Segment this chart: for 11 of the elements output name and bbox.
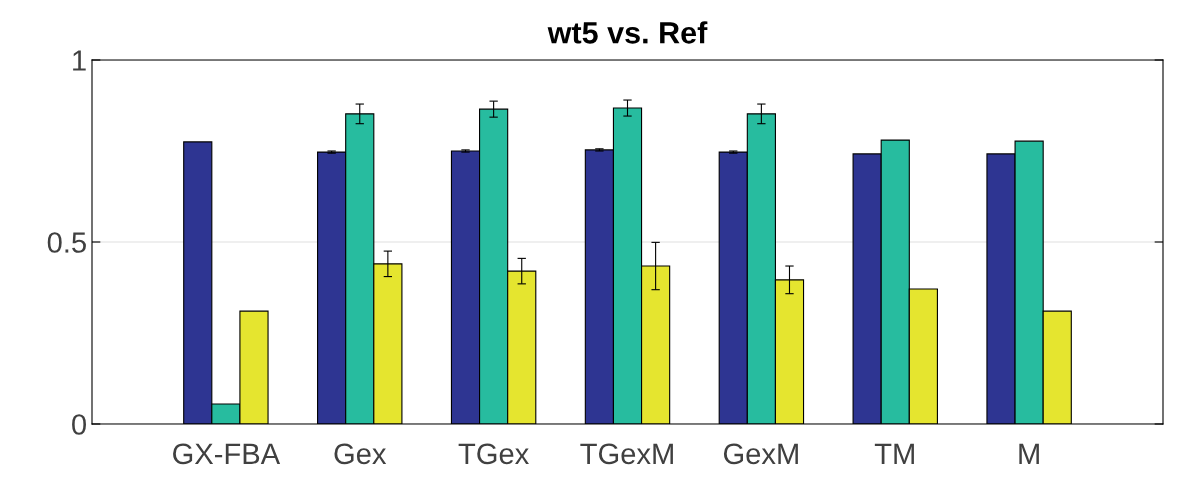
x-tick-label: GX-FBA bbox=[173, 443, 281, 465]
x-tick-label: TM bbox=[874, 443, 914, 464]
y-tick-label: 1 bbox=[73, 50, 86, 71]
x-tick-label: Gex bbox=[334, 443, 387, 465]
x-tick-label: TGexM bbox=[580, 443, 673, 465]
y-tick-label: 0 bbox=[72, 414, 86, 435]
x-tick-label: GexM bbox=[723, 443, 798, 465]
y-tick-label: 0.5 bbox=[47, 232, 86, 253]
chart-title: wt5 vs. Ref bbox=[547, 21, 708, 44]
x-tick-label: TGex bbox=[458, 443, 529, 465]
x-tick-label: M bbox=[1019, 443, 1039, 464]
